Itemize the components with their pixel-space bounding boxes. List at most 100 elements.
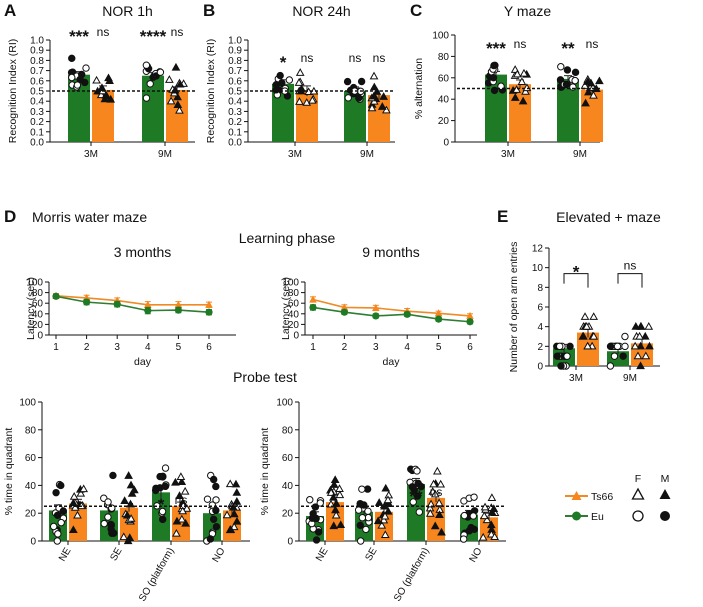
data-point [557,362,565,370]
data-point [459,535,468,543]
point-ts66 [205,300,213,308]
y-tick-label: 0.9 [30,46,44,57]
data-point [430,521,440,530]
y-tick-label: 12 [532,244,544,255]
data-point [212,522,221,531]
y-tick-label: 0.9 [228,46,242,57]
y-tick-label: 20 [32,320,44,331]
x-tick-label: 9M [360,149,374,160]
data-point [295,68,305,76]
y-tick-label: 60 [25,453,37,464]
data-point [158,515,167,524]
bar-eu-9m [142,75,164,142]
data-point [57,481,65,490]
data-point [571,76,579,85]
x-tick-label: 5 [436,342,442,353]
data-point [161,482,170,491]
data-point [308,95,317,104]
data-point [105,76,114,84]
data-point [369,91,379,100]
point-eu [403,310,411,318]
data-point [53,537,62,545]
point-ts66 [340,303,349,311]
significance-label: * [280,53,287,72]
y-tick-label: 60 [288,299,300,310]
data-point [232,497,242,505]
data-point [487,493,497,501]
data-point [519,68,529,77]
panel-letter-a: A [4,1,16,20]
data-point [172,528,181,537]
y-tick-label: 0 [537,362,543,373]
data-point [82,64,90,72]
legend-female-label: F [635,473,641,485]
data-point [311,503,320,511]
data-point [589,331,599,340]
y-axis-label: % time in quadrant [259,428,271,516]
significance-label: ns [97,25,110,39]
significance-label: ns [301,51,314,65]
data-point [489,74,498,82]
legend-female-triangle [631,487,645,500]
y-tick-label: 0.5 [228,87,242,98]
data-point [460,511,469,520]
data-point [158,507,167,516]
data-point [212,496,220,504]
data-point [583,341,593,350]
x-tick-label: 3M [84,149,98,160]
data-point [556,76,565,84]
data-point [57,518,65,527]
point-eu [309,303,317,312]
y-tick-label: 60 [438,73,450,84]
data-point [336,520,346,529]
data-point [175,491,184,499]
y-tick-label: 0.7 [228,66,242,77]
data-point [512,69,522,78]
bar-eu-9m [344,91,366,142]
data-point [142,94,151,102]
y-tick-label: 100 [19,398,36,409]
significance-label: ns [171,25,184,39]
point-eu [144,307,152,315]
x-axis-label: day [383,356,401,368]
point-eu [372,312,380,320]
significance-bracket [617,273,643,288]
data-point [171,477,180,486]
data-point [429,479,438,488]
data-point [165,75,174,83]
data-point [53,511,62,519]
x-tick-label: 9M [623,373,637,384]
data-point [104,498,112,506]
data-point [589,312,599,320]
data-point [68,54,76,63]
data-point [413,467,421,475]
data-point [469,512,478,520]
data-point [636,361,645,370]
data-point [362,525,370,534]
data-point [586,78,596,87]
data-point [181,518,190,527]
data-point [173,100,183,108]
data-point [122,510,132,519]
data-point [212,506,220,515]
chart-b: 0.00.10.20.30.40.50.60.70.80.91.0 Recogni… [205,3,395,160]
data-point [226,525,236,534]
series-line-eu [312,306,471,323]
point-ts66 [309,295,317,303]
data-point [69,525,78,534]
y-tick-label: 0 [30,537,36,548]
data-point [295,97,304,105]
data-point [146,80,154,88]
data-point [364,513,373,522]
data-point [73,81,82,89]
x-tick-label: NE [314,546,331,564]
data-point [276,71,284,80]
data-point [478,532,488,541]
x-tick-label: SE [108,546,124,563]
y-tick-label: 40 [25,481,37,492]
data-point [636,322,646,330]
y-tick-label: 0.4 [228,97,242,108]
data-point [580,312,590,320]
data-point [380,511,390,520]
